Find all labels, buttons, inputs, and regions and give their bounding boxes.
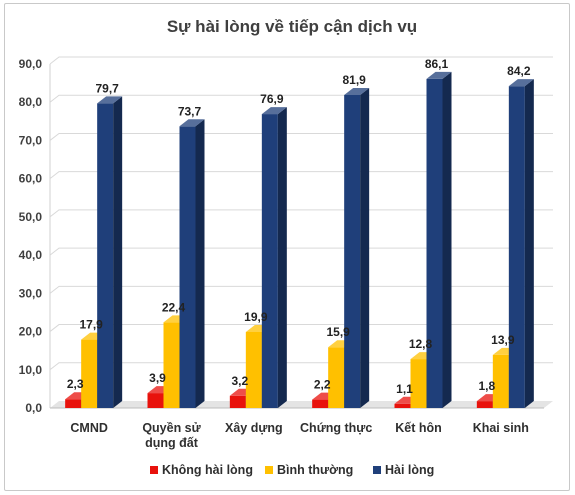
data-label: 15,9 <box>326 325 350 339</box>
y-tick-label: 40,0 <box>19 248 43 262</box>
bar-side <box>195 119 205 409</box>
bar-front <box>245 331 262 408</box>
data-label: 17,9 <box>79 318 103 332</box>
legend-label: Bình thường <box>277 463 353 477</box>
data-label: 12,8 <box>409 337 433 351</box>
data-label: 73,7 <box>178 104 202 118</box>
data-label: 86,1 <box>425 57 449 71</box>
data-label: 13,9 <box>491 333 515 347</box>
bar-hài-lòng <box>426 71 452 408</box>
y-axis: 0,0 10,0 20,0 30,0 40,0 50,0 60,0 70,0 80,0 90,0 <box>19 57 43 415</box>
gridline <box>49 56 553 65</box>
bar-hài-lòng <box>508 79 534 409</box>
bar-front <box>508 86 525 409</box>
bar-front <box>410 359 427 408</box>
y-tick-label: 60,0 <box>19 172 43 186</box>
x-tick-label: Quyền sử <box>142 421 201 435</box>
bar-front <box>81 339 98 408</box>
data-label: 1,1 <box>396 382 413 396</box>
data-label: 79,7 <box>95 81 119 95</box>
data-label: 3,9 <box>149 371 166 385</box>
gridline <box>49 285 553 294</box>
data-label: 22,4 <box>162 300 186 314</box>
y-tick-label: 30,0 <box>19 286 43 300</box>
gridline <box>49 209 553 218</box>
bar-front <box>97 103 114 408</box>
y-tick-label: 70,0 <box>19 133 43 147</box>
gridline <box>49 324 553 332</box>
bar-front <box>147 393 164 408</box>
legend-swatch <box>150 466 158 474</box>
y-tick-label: 20,0 <box>19 325 43 339</box>
data-label: 76,9 <box>260 92 284 106</box>
legend-swatch <box>373 466 381 474</box>
bar-hài-lòng <box>179 119 205 409</box>
bar-side <box>113 96 123 408</box>
data-label: 3,2 <box>231 374 248 388</box>
gridline <box>49 132 553 141</box>
bar-front <box>492 354 509 408</box>
bar-side <box>360 87 370 409</box>
legend-label: Hài lòng <box>385 463 434 477</box>
bar-front <box>179 126 196 409</box>
bar-hài-lòng <box>97 96 123 408</box>
x-tick-label: Chứng thực <box>300 421 372 435</box>
bar-hài-lòng <box>344 87 370 409</box>
bar-front <box>229 395 246 408</box>
y-tick-label: 90,0 <box>19 57 43 71</box>
gridline <box>49 247 553 256</box>
gridlines <box>49 56 553 409</box>
bar-front <box>163 322 180 408</box>
gridline <box>49 94 553 103</box>
bar-top <box>261 107 287 115</box>
bar-front <box>65 399 82 408</box>
y-tick-label: 0,0 <box>25 401 42 415</box>
x-tick-label: Kết hôn <box>395 421 442 435</box>
bar-top <box>508 79 534 87</box>
bar-top <box>179 119 205 127</box>
legend: Không hài lòng Bình thường Hài lòng <box>150 463 434 477</box>
bar-front <box>426 78 443 408</box>
data-label: 2,3 <box>67 377 84 391</box>
bar-front <box>344 94 361 409</box>
x-tick-label: CMND <box>70 421 108 435</box>
bar-top <box>344 87 370 95</box>
gridline <box>49 171 553 180</box>
bar-front <box>312 399 329 408</box>
y-tick-label: 80,0 <box>19 95 43 109</box>
x-tick-label: Khai sinh <box>473 421 529 435</box>
gridline <box>49 362 553 371</box>
bar-front <box>394 403 411 408</box>
y-tick-label: 10,0 <box>19 363 43 377</box>
bar-top <box>426 71 452 79</box>
data-label: 1,8 <box>478 379 495 393</box>
bar-front <box>328 347 345 408</box>
x-tick-label: dụng đất <box>145 436 199 450</box>
bar-hài-lòng <box>261 107 287 409</box>
bar-side <box>277 107 287 409</box>
data-label: 81,9 <box>342 73 366 87</box>
chart-title: Sự hài lòng về tiếp cận dịch vụ <box>167 17 417 36</box>
y-tick-label: 50,0 <box>19 210 43 224</box>
bar-side <box>442 71 452 408</box>
data-label: 84,2 <box>507 64 531 78</box>
legend-label: Không hài lòng <box>162 463 253 477</box>
bar-top <box>97 96 123 104</box>
bars <box>65 71 534 409</box>
legend-swatch <box>265 466 273 474</box>
data-label: 2,2 <box>314 378 331 392</box>
data-labels: 2,3 17,9 79,7 3,9 22,4 73,7 3,2 19,9 76,9 2,2 15,9… <box>67 57 531 396</box>
x-tick-label: Xây dựng <box>225 421 283 435</box>
bar-front <box>476 401 493 408</box>
bar-side <box>524 79 534 409</box>
data-label: 19,9 <box>244 310 268 324</box>
bar-front <box>261 114 278 409</box>
